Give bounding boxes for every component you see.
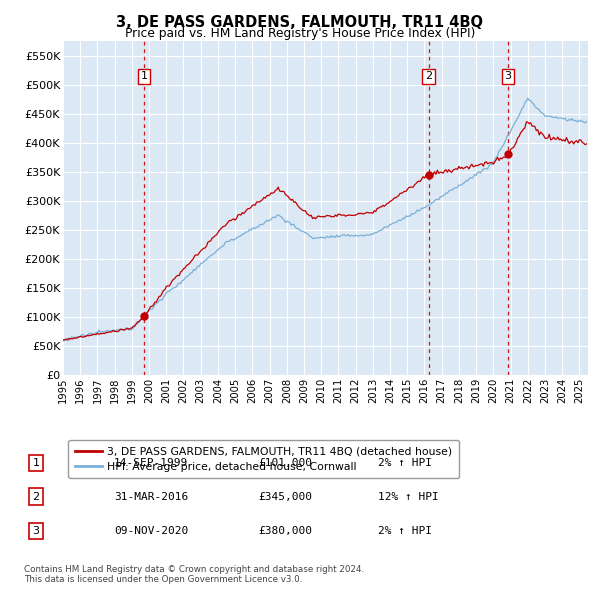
Text: 3: 3 (505, 71, 512, 81)
Text: Price paid vs. HM Land Registry's House Price Index (HPI): Price paid vs. HM Land Registry's House … (125, 27, 475, 40)
Text: £345,000: £345,000 (258, 492, 312, 502)
Text: 09-NOV-2020: 09-NOV-2020 (114, 526, 188, 536)
Text: 1: 1 (32, 458, 40, 468)
Text: 14-SEP-1999: 14-SEP-1999 (114, 458, 188, 468)
Text: £380,000: £380,000 (258, 526, 312, 536)
Legend: 3, DE PASS GARDENS, FALMOUTH, TR11 4BQ (detached house), HPI: Average price, det: 3, DE PASS GARDENS, FALMOUTH, TR11 4BQ (… (68, 440, 459, 478)
Text: 12% ↑ HPI: 12% ↑ HPI (378, 492, 439, 502)
Text: 3, DE PASS GARDENS, FALMOUTH, TR11 4BQ: 3, DE PASS GARDENS, FALMOUTH, TR11 4BQ (116, 15, 484, 30)
Text: 2% ↑ HPI: 2% ↑ HPI (378, 526, 432, 536)
Text: 2: 2 (32, 492, 40, 502)
Text: 3: 3 (32, 526, 40, 536)
Text: 2: 2 (425, 71, 433, 81)
Text: 31-MAR-2016: 31-MAR-2016 (114, 492, 188, 502)
Text: £101,000: £101,000 (258, 458, 312, 468)
Text: 1: 1 (140, 71, 148, 81)
Text: Contains HM Land Registry data © Crown copyright and database right 2024.
This d: Contains HM Land Registry data © Crown c… (24, 565, 364, 584)
Text: 2% ↑ HPI: 2% ↑ HPI (378, 458, 432, 468)
